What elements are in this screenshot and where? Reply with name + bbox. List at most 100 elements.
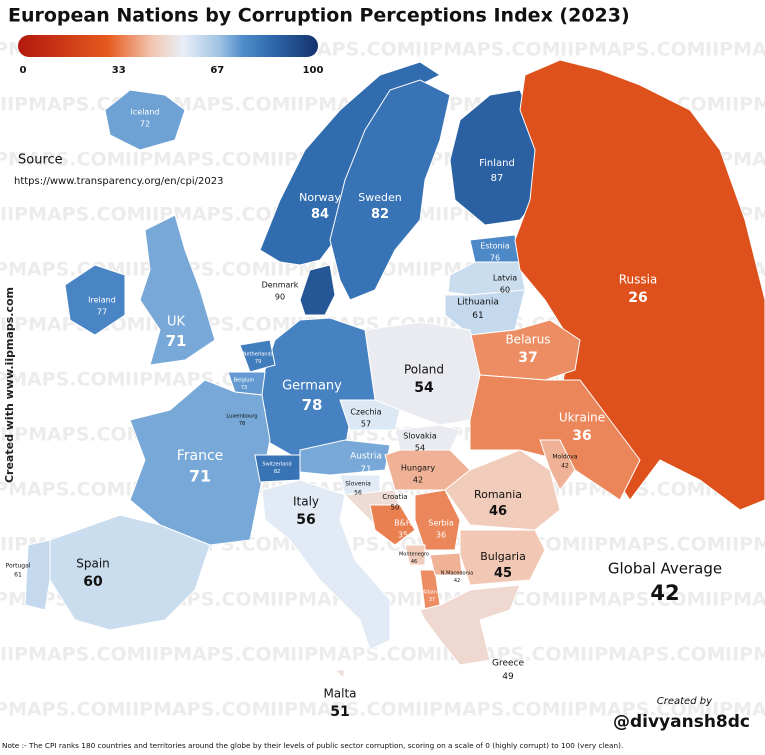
country (261, 479, 391, 651)
country-value: 61 (14, 572, 22, 579)
country-value: 56 (296, 512, 315, 528)
country-value: 78 (302, 396, 323, 414)
country-name: Finland (479, 158, 515, 169)
country-name: N.Macedonia (441, 571, 473, 577)
country-name: Spain (76, 557, 110, 571)
country-name: B&H (394, 519, 412, 528)
country-value: 60 (500, 286, 510, 295)
country-value: 71 (166, 332, 187, 350)
country-name: Ukraine (559, 411, 605, 425)
country-name: Russia (619, 273, 658, 287)
watermark: IIPMAPS.COM (0, 644, 146, 666)
title: European Nations by Corruption Perceptio… (8, 5, 630, 27)
watermark: IIPMAPS.COM (705, 699, 765, 721)
country-value: 42 (561, 463, 569, 470)
watermark: IIPMAPS.COM (0, 699, 126, 721)
country (444, 449, 561, 531)
country-value: 77 (97, 308, 107, 317)
country-name: Lithuania (457, 298, 499, 308)
watermark: IIPMAPS.COM (580, 644, 726, 666)
colorbar-tick-label: 33 (112, 65, 126, 76)
country (239, 339, 276, 373)
country-value: 76 (490, 254, 500, 263)
country-name: Denmark (262, 281, 299, 290)
country-value: 84 (311, 207, 329, 222)
country (64, 264, 126, 336)
watermark: IIPMAPS.COM (0, 149, 126, 171)
country (369, 504, 416, 546)
colorbar-tick-label: 67 (210, 65, 224, 76)
country (459, 529, 546, 586)
watermark: IIPMAPS.COM (125, 259, 271, 281)
watermark: IIPMAPS.COM (560, 589, 706, 611)
source-label: Source (18, 153, 63, 168)
country-name: Ireland (88, 296, 116, 305)
country-name: Slovakia (403, 432, 437, 441)
country-name: Austria (350, 452, 382, 462)
country-value: 90 (275, 293, 285, 302)
country-name: Greece (492, 659, 524, 669)
watermark: IIPMAPS.COM (725, 644, 765, 666)
country (333, 669, 346, 679)
country-value: 73 (241, 385, 247, 391)
country (394, 424, 461, 451)
country-name: Moldova (552, 454, 578, 461)
watermark: IIPMAPS.COM (725, 534, 765, 556)
country-value: 46 (489, 504, 507, 519)
country-value: 71 (360, 465, 371, 475)
country-name: Luxembourg (226, 414, 257, 420)
country-value: 42 (413, 476, 423, 485)
country-name: Norway (299, 191, 341, 204)
country-name: Montenegro (399, 552, 429, 558)
watermark: IIPMAPS.COM (125, 699, 271, 721)
country (49, 514, 211, 631)
country (299, 264, 336, 316)
country-name: UK (167, 315, 186, 330)
country-name: Germany (282, 379, 342, 394)
country (404, 544, 426, 566)
country-value: 37 (518, 350, 537, 366)
country-name: Malta (323, 687, 356, 701)
country (24, 539, 51, 611)
country (469, 374, 641, 501)
country-value: 78 (239, 421, 245, 427)
country-name: France (177, 448, 224, 464)
country (129, 379, 271, 546)
watermark: IIPMAPS.COM (705, 39, 765, 61)
watermark: IIPMAPS.COM (125, 149, 271, 171)
credit-handle: @divyansh8dc (613, 712, 750, 732)
country-value: 35 (398, 531, 408, 540)
country-value: 87 (491, 173, 504, 184)
watermark: IIPMAPS.COM (725, 94, 765, 116)
country-value: 50 (391, 504, 400, 512)
watermark: IIPMAPS.COM (560, 39, 706, 61)
country-value: 82 (371, 207, 389, 222)
country-value: 57 (361, 420, 371, 429)
country (414, 489, 461, 551)
country-value: 51 (330, 704, 349, 720)
country-name: Portugal (6, 563, 31, 570)
country-value: 49 (502, 672, 514, 682)
watermark: IIPMAPS.COM (0, 424, 146, 446)
watermark: IIPMAPS.COM (290, 644, 436, 666)
country-name: Italy (293, 495, 319, 509)
country-name: Romania (474, 488, 522, 501)
country-name: Estonia (480, 242, 510, 251)
country-name: Switzerland (262, 462, 291, 468)
country-name: Poland (404, 363, 444, 377)
country (429, 552, 463, 576)
country (139, 214, 216, 366)
country-value: 54 (414, 380, 434, 396)
country-value: 42 (454, 578, 460, 584)
source-url: https://www.transparency.org/en/cpi/2023 (14, 176, 223, 187)
country-value: 46 (411, 559, 417, 565)
colorbar (18, 35, 318, 57)
country-value: 45 (494, 566, 512, 581)
country (539, 439, 576, 491)
country-name: Belgium (234, 378, 255, 384)
country-name: Serbia (428, 519, 454, 528)
watermark: IIPMAPS.COM (0, 369, 126, 391)
watermark: IIPMAPS.COM (270, 699, 416, 721)
country-value: 79 (255, 359, 261, 365)
